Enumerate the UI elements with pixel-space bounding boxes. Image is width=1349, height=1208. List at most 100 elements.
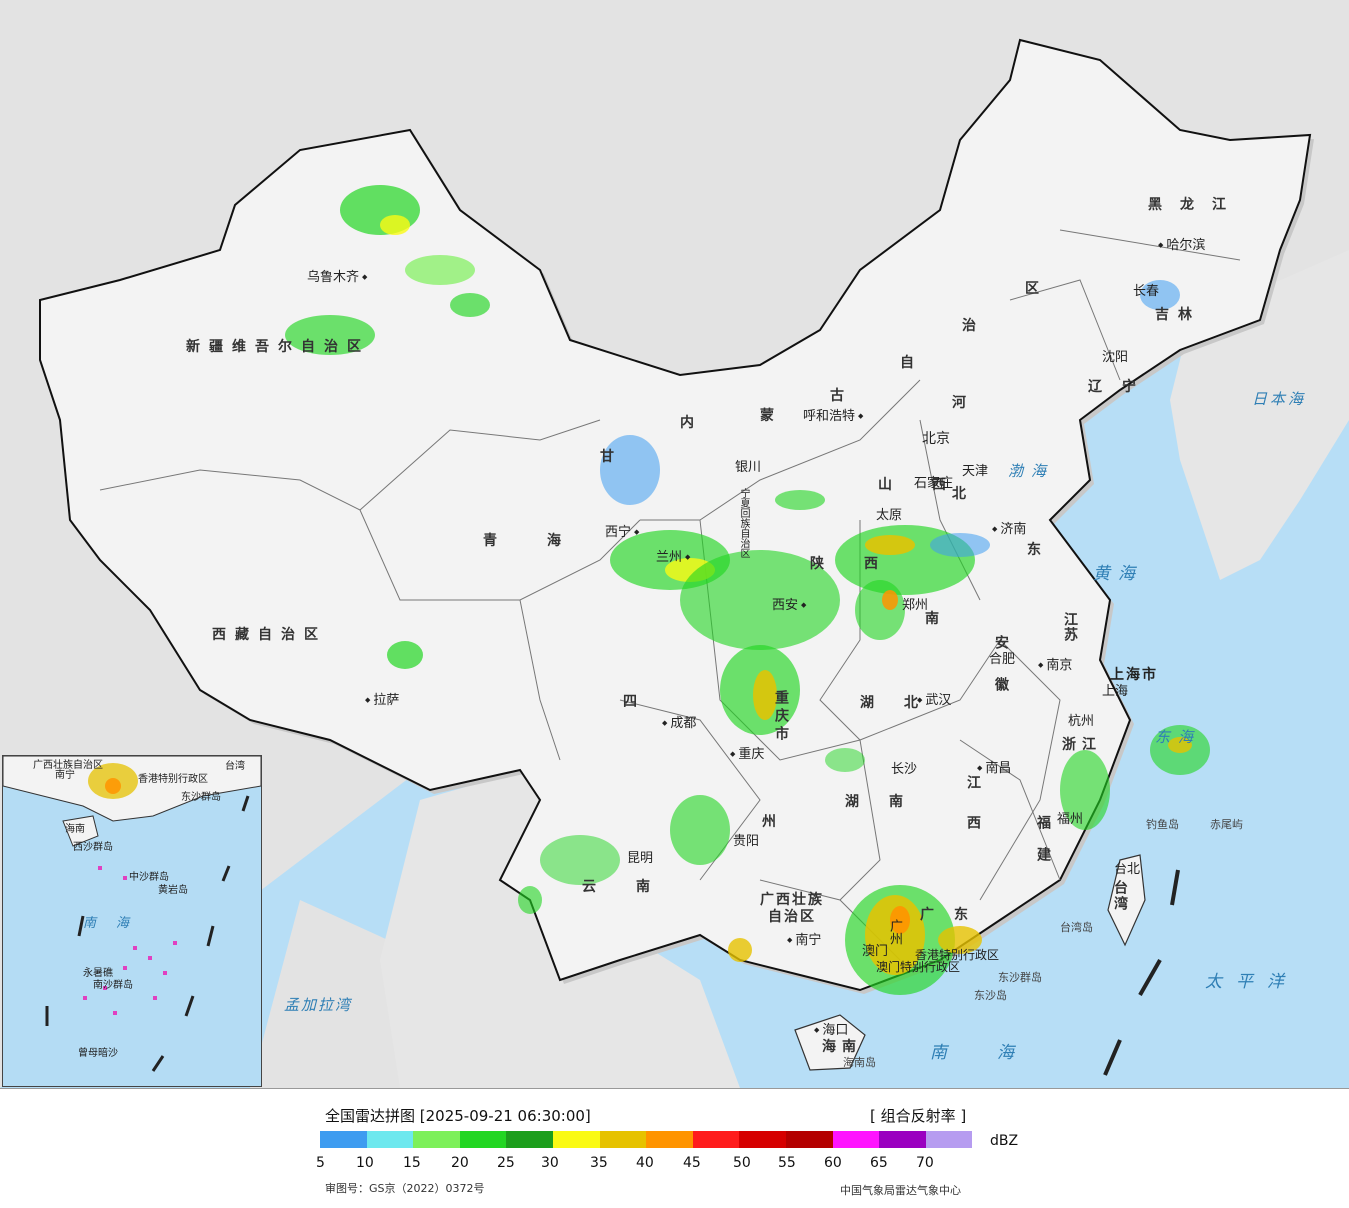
city-kunming: 昆明	[627, 851, 654, 866]
region-hebei-he: 河	[952, 395, 975, 411]
city-xian: 西安	[772, 598, 806, 613]
city-haikou: 海口	[814, 1023, 848, 1038]
city-lhasa: 拉萨	[365, 693, 399, 708]
region-guangxi-line1: 广西壮族	[760, 892, 824, 908]
region-shanxi: 山西	[878, 477, 986, 493]
city-wuhan: 武汉	[917, 693, 951, 708]
color-swatch	[692, 1131, 740, 1148]
color-swatch	[459, 1131, 507, 1148]
color-swatch	[552, 1131, 600, 1148]
region-hebei: 北	[952, 486, 975, 502]
scale-tick-label: 50	[733, 1155, 751, 1171]
region-sichuan: 四	[623, 694, 646, 710]
city-nanning: 南宁	[787, 933, 821, 948]
inset-zengmu: 曾母暗沙	[78, 1048, 118, 1059]
region-macau: 澳门特别行政区	[876, 960, 961, 974]
source-credit: 中国气象局雷达气象中心	[840, 1184, 961, 1197]
region-jiangsu: 江苏	[1062, 612, 1078, 642]
scale-tick-label: 55	[778, 1155, 796, 1171]
city-changchun: 长春	[1133, 284, 1160, 299]
color-swatch	[646, 1131, 693, 1148]
unit-label: dBZ	[990, 1133, 1019, 1149]
city-chengdu: 成都	[662, 716, 696, 731]
city-chongqing: 重庆	[730, 747, 764, 762]
region-ningxia: 宁夏回族自治区	[738, 488, 749, 558]
region-liaoning: 辽宁	[1088, 379, 1156, 395]
region-hubei: 湖北	[860, 695, 948, 711]
inset-nanning: 南宁	[55, 770, 75, 781]
inset-guangxi: 广西壮族自治区	[33, 760, 103, 771]
scale-tick-label: 60	[824, 1155, 842, 1171]
legend-panel: 全国雷达拼图 [2025-09-21 06:30:00] [ 组合反射率 ] d…	[0, 1089, 1349, 1208]
region-jiangxi: 江西	[965, 775, 981, 855]
region-guizhou: 州	[762, 814, 785, 830]
city-jinan: 济南	[992, 522, 1026, 537]
city-beijing: 北京	[922, 431, 950, 447]
scale-tick-label: 45	[683, 1155, 701, 1171]
city-shanghai: 上海	[1102, 684, 1129, 699]
color-swatch	[925, 1131, 973, 1148]
sea-south: 南海	[930, 1043, 1064, 1063]
inset-south-sea: 南海	[83, 916, 150, 931]
city-shenyang: 沈阳	[1102, 350, 1129, 365]
region-guangdong: 广东	[920, 907, 988, 923]
sea-bengal: 孟加拉湾	[284, 996, 353, 1014]
scale-tick-label: 25	[497, 1155, 515, 1171]
map-canvas: 新疆维吾尔自治区 西藏自治区 青海 甘 四 云南 州 广西壮族 自治区 广东 海…	[0, 0, 1349, 1089]
city-taibei: 台北	[1114, 862, 1141, 877]
region-qinghai: 青海	[483, 533, 611, 549]
region-hongkong: 香港特别行政区	[915, 948, 1000, 962]
color-swatch	[366, 1131, 414, 1148]
scale-tick-label: 10	[356, 1155, 374, 1171]
region-henan: 南	[925, 611, 948, 627]
region-neimenggu-2: 蒙	[760, 408, 783, 424]
inset-zhongsha: 中沙群岛	[129, 872, 169, 883]
city-shijiazhuang: 石家庄	[914, 476, 954, 491]
sea-bohai: 渤海	[1008, 462, 1055, 480]
city-yinchuan: 银川	[735, 460, 762, 475]
city-xining: 西宁	[605, 525, 639, 540]
city-hangzhou: 杭州	[1068, 714, 1095, 729]
region-yunnan: 云南	[582, 879, 690, 895]
city-changsha: 长沙	[891, 762, 918, 777]
inset-xisha: 西沙群岛	[73, 842, 113, 853]
scale-tick-label: 5	[316, 1155, 325, 1171]
region-heilongjiang: 黑龙江	[1148, 197, 1244, 213]
taiwan-island	[1107, 854, 1146, 947]
scale-tick-label: 70	[916, 1155, 934, 1171]
region-zhejiang: 浙江	[1062, 737, 1102, 753]
product-label: [ 组合反射率 ]	[870, 1107, 967, 1125]
city-tianjin: 天津	[962, 464, 989, 479]
inset-nansha: 南沙群岛	[93, 980, 133, 991]
scale-tick-label: 20	[451, 1155, 469, 1171]
sea-japan: 日本海	[1252, 390, 1307, 408]
sea-east: 东海	[1155, 728, 1202, 746]
city-guiyang: 贵阳	[733, 834, 760, 849]
inset-taiwan: 台湾	[225, 761, 245, 772]
city-nanjing: 南京	[1038, 658, 1072, 673]
region-neimenggu-1: 内	[680, 415, 703, 431]
city-hefei: 合肥	[989, 652, 1016, 667]
inset-dongsha: 东沙群岛	[181, 792, 221, 803]
city-lanzhou: 兰州	[656, 550, 690, 565]
color-swatch	[879, 1131, 926, 1148]
south-china-sea-inset: 广西壮族自治区 南宁 台湾 香港特别行政区 东沙群岛 海南 西沙群岛 中沙群岛 …	[2, 755, 262, 1087]
region-shandong: 东	[1027, 542, 1050, 558]
legend-title: 全国雷达拼图 [2025-09-21 06:30:00]	[325, 1107, 591, 1125]
island-dongsha: 东沙岛	[974, 989, 1007, 1002]
region-shaanxi: 陕西	[810, 556, 918, 572]
city-hohhot: 呼和浩特	[803, 409, 863, 424]
color-swatch	[320, 1131, 367, 1148]
scale-tick-label: 35	[590, 1155, 608, 1171]
island-chiwei: 赤尾屿	[1210, 818, 1243, 831]
region-chongqing: 重庆市	[773, 690, 789, 744]
island-dongsha-islands: 东沙群岛	[998, 971, 1042, 984]
island-hainan: 海南岛	[843, 1056, 876, 1069]
scale-tick-label: 30	[541, 1155, 559, 1171]
region-hainan: 海南	[822, 1039, 862, 1055]
scale-tick-label: 15	[403, 1155, 421, 1171]
inset-basemap	[3, 756, 261, 1072]
city-harbin: 哈尔滨	[1158, 238, 1205, 253]
city-macau: 澳门	[862, 944, 889, 959]
